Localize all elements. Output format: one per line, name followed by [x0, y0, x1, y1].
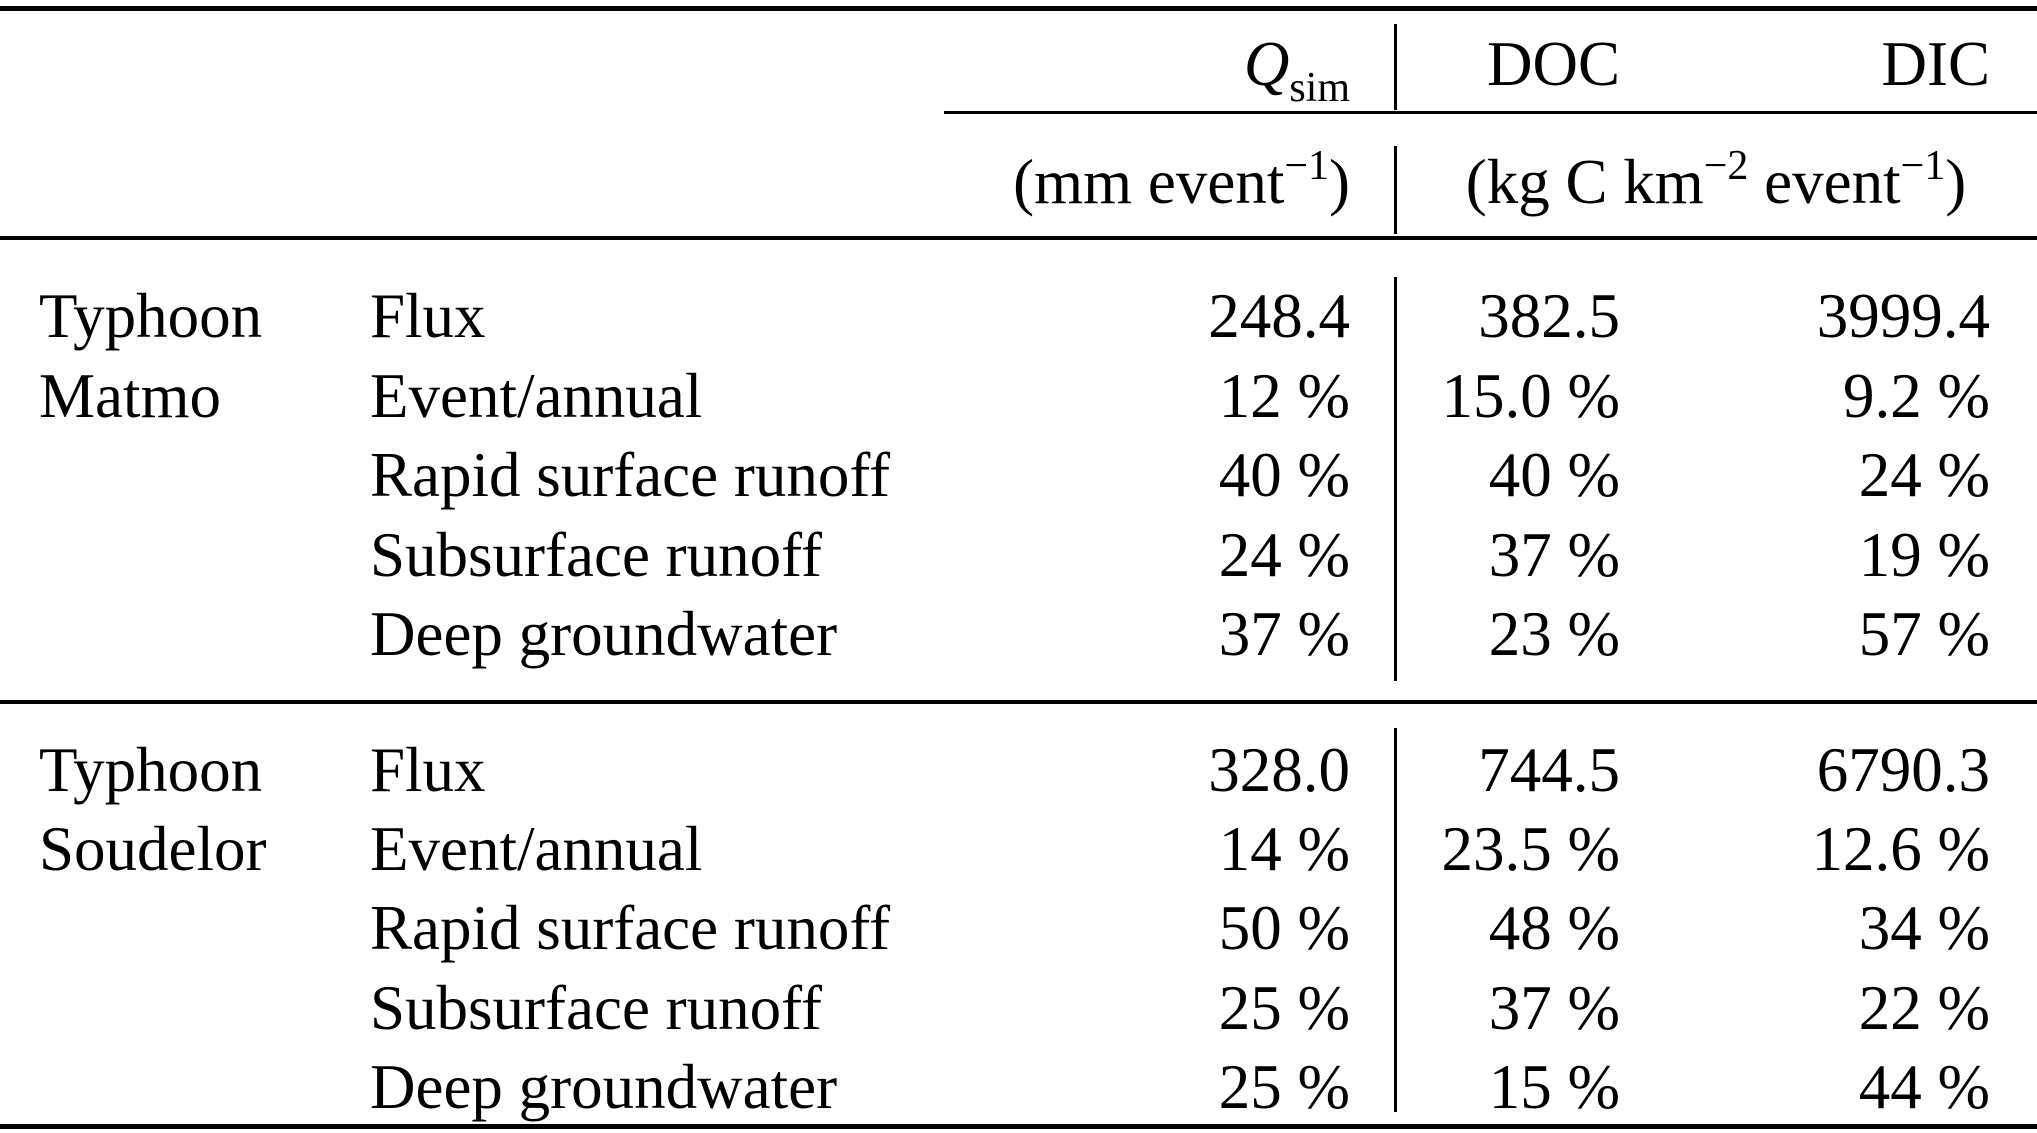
doc-value: 744.5	[1478, 734, 1620, 805]
table-row: Typhoon Flux 328.0 744.5 6790.3	[0, 730, 2037, 809]
unit-carbon: (kg C km−2 event−1)	[1465, 142, 1967, 217]
column-divider	[1394, 24, 1397, 110]
doc-value: 37 %	[1488, 972, 1620, 1043]
column-divider	[1394, 277, 1397, 681]
doc-value: 40 %	[1488, 440, 1620, 511]
row-label: Rapid surface runoff	[370, 893, 891, 964]
doc-value: 48 %	[1488, 893, 1620, 964]
qsim-value: 14 %	[1218, 813, 1350, 884]
dic-value: 12.6 %	[1811, 813, 1990, 884]
dic-value: 44 %	[1858, 1052, 1990, 1123]
table-row: Subsurface runoff 24 % 37 % 19 %	[0, 515, 2037, 594]
unit-qsim: (mm event−1)	[1013, 142, 1350, 217]
row-label: Subsurface runoff	[370, 519, 822, 590]
group-label: Typhoon	[39, 281, 263, 352]
header-midrule	[944, 111, 2037, 114]
dic-value: 57 %	[1858, 598, 1990, 669]
dic-value: 6790.3	[1816, 734, 1990, 805]
doc-value: 15.0 %	[1441, 360, 1620, 431]
table-row: Deep groundwater 37 % 23 % 57 %	[0, 595, 2037, 674]
qsim-value: 25 %	[1218, 972, 1350, 1043]
row-label: Rapid surface runoff	[370, 440, 891, 511]
table-row: Matmo Event/annual 12 % 15.0 % 9.2 %	[0, 357, 2037, 436]
doc-value: 15 %	[1488, 1052, 1620, 1123]
row-label: Event/annual	[370, 813, 703, 884]
bottom-rule	[0, 1124, 2037, 1129]
column-divider	[1394, 146, 1397, 234]
row-label: Deep groundwater	[370, 1052, 838, 1123]
table-row: Soudelor Event/annual 14 % 23.5 % 12.6 %	[0, 810, 2037, 889]
table-row: Subsurface runoff 25 % 37 % 22 %	[0, 969, 2037, 1048]
qsim-value: 12 %	[1218, 360, 1350, 431]
doc-value: 382.5	[1478, 281, 1620, 352]
section-divider-rule	[0, 700, 2037, 704]
header-row: Qsim DOC DIC	[0, 20, 2037, 111]
header-bottom-rule	[0, 236, 2037, 240]
column-header-doc: DOC	[1486, 28, 1620, 99]
column-header-qsim: Qsim	[1243, 28, 1350, 111]
group-label: Soudelor	[39, 813, 267, 884]
column-divider	[1394, 728, 1397, 1112]
row-label: Event/annual	[370, 360, 703, 431]
group-label: Typhoon	[39, 734, 263, 805]
qsim-value: 248.4	[1208, 281, 1350, 352]
top-rule	[0, 6, 2037, 11]
doc-value: 37 %	[1488, 519, 1620, 590]
dic-value: 24 %	[1858, 440, 1990, 511]
dic-value: 3999.4	[1816, 281, 1990, 352]
row-label: Flux	[370, 734, 486, 805]
group-label: Matmo	[39, 360, 221, 431]
row-label: Deep groundwater	[370, 598, 838, 669]
dic-value: 34 %	[1858, 893, 1990, 964]
qsim-value: 37 %	[1218, 598, 1350, 669]
qsim-value: 50 %	[1218, 893, 1350, 964]
dic-value: 22 %	[1858, 972, 1990, 1043]
table-row: Typhoon Flux 248.4 382.5 3999.4	[0, 277, 2037, 356]
table-row: Rapid surface runoff 40 % 40 % 24 %	[0, 436, 2037, 515]
qsim-value: 328.0	[1208, 734, 1350, 805]
doc-value: 23 %	[1488, 598, 1620, 669]
row-label: Flux	[370, 281, 486, 352]
qsim-value: 25 %	[1218, 1052, 1350, 1123]
qsim-value: 40 %	[1218, 440, 1350, 511]
units-row: (mm event−1) (kg C km−2 event−1)	[0, 132, 2037, 232]
table-row: Deep groundwater 25 % 15 % 44 %	[0, 1048, 2037, 1127]
table-row: Rapid surface runoff 50 % 48 % 34 %	[0, 889, 2037, 968]
row-label: Subsurface runoff	[370, 972, 822, 1043]
dic-value: 9.2 %	[1843, 360, 1990, 431]
qsim-value: 24 %	[1218, 519, 1350, 590]
column-header-dic: DIC	[1881, 28, 1991, 99]
doc-value: 23.5 %	[1441, 813, 1620, 884]
dic-value: 19 %	[1858, 519, 1990, 590]
